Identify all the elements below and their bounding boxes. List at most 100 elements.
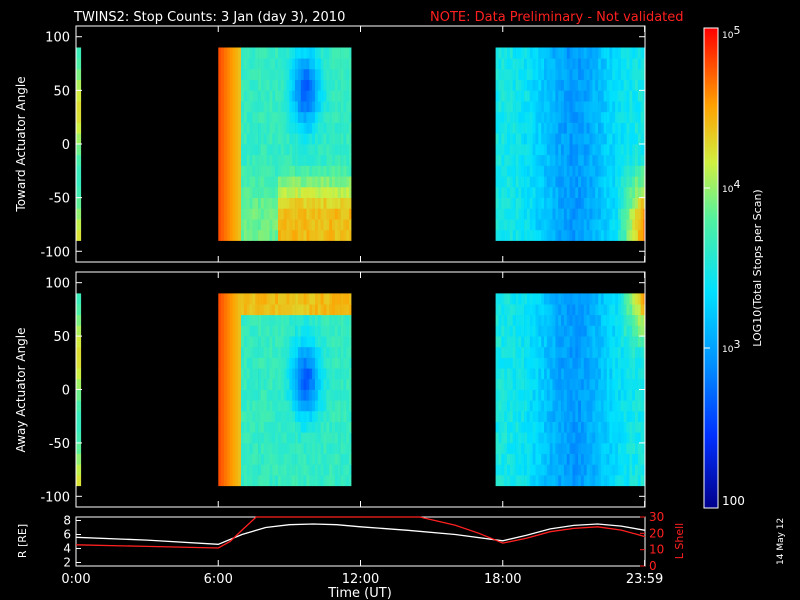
heatmap-cell	[515, 432, 519, 444]
heatmap-cell	[612, 357, 616, 369]
heatmap-cell	[249, 357, 253, 369]
heatmap-cell	[297, 368, 302, 380]
heatmap-cell	[315, 186, 319, 198]
heatmap-cell	[524, 68, 528, 80]
heatmap-cell	[552, 122, 556, 134]
heatmap-cell	[258, 400, 262, 412]
heatmap-cell	[317, 453, 321, 465]
heatmap-cell	[329, 325, 333, 337]
heatmap-cell	[615, 410, 619, 422]
heatmap-cell	[578, 68, 582, 80]
heatmap-cell	[524, 186, 528, 198]
heatmap-cell	[578, 453, 582, 465]
heatmap-cell	[306, 79, 310, 91]
heatmap-cell	[640, 186, 644, 198]
heatmap-cell	[629, 421, 633, 433]
heatmap-cell	[552, 410, 556, 422]
heatmap-cell	[266, 47, 270, 59]
heatmap-cell	[544, 421, 548, 433]
heatmap-cell	[541, 453, 545, 465]
heatmap-cell	[255, 442, 259, 454]
heatmap-cell	[501, 475, 505, 487]
heatmap-cell	[618, 432, 622, 444]
heatmap-cell	[552, 357, 556, 369]
heatmap-cell	[226, 421, 230, 433]
heatmap-cell	[620, 421, 624, 433]
heatmap-cell	[592, 208, 596, 220]
heatmap-cell	[552, 325, 556, 337]
heatmap-cell	[326, 186, 330, 198]
heatmap-cell	[309, 357, 313, 369]
heatmap-cell	[280, 154, 284, 166]
heatmap-cell	[269, 368, 273, 380]
heatmap-cell	[312, 101, 316, 113]
heatmap-cell	[283, 58, 287, 70]
heatmap-cell	[229, 122, 233, 134]
heatmap-cell	[535, 79, 539, 91]
heatmap-cell	[289, 47, 293, 59]
heatmap-cell	[629, 79, 633, 91]
heatmap-cell	[606, 368, 610, 380]
heatmap-cell	[280, 186, 284, 198]
heatmap-cell	[629, 197, 633, 209]
heatmap-cell	[592, 58, 596, 70]
heatmap-cell	[569, 90, 573, 102]
heatmap-cell	[563, 79, 568, 91]
heatmap-cell	[504, 314, 508, 326]
heatmap-cell	[289, 122, 293, 134]
heatmap-cell	[555, 304, 559, 316]
heatmap-cell	[289, 325, 293, 337]
heatmap-cell	[532, 368, 536, 380]
heatmap-cell	[504, 47, 508, 59]
heatmap-cell	[532, 400, 536, 412]
heatmap-cell	[229, 219, 233, 231]
heatmap-cell	[76, 133, 80, 145]
heatmap-cell	[501, 453, 505, 465]
heatmap-cell	[241, 442, 245, 454]
heatmap-cell	[507, 154, 511, 166]
heatmap-cell	[252, 101, 256, 113]
heatmap-cell	[243, 219, 248, 231]
heatmap-cell	[332, 464, 336, 476]
heatmap-cell	[349, 79, 352, 91]
heatmap-cell	[600, 197, 605, 209]
heatmap-cell	[303, 68, 307, 80]
heatmap-cell	[569, 58, 573, 70]
heatmap-cell	[629, 346, 633, 358]
heatmap-cell	[258, 368, 262, 380]
heatmap-cell	[320, 154, 324, 166]
heatmap-cell	[526, 293, 531, 305]
heatmap-cell	[538, 90, 542, 102]
heatmap-cell	[563, 176, 568, 188]
heatmap-cell	[337, 389, 341, 401]
heatmap-cell	[229, 197, 233, 209]
heatmap-cell	[343, 410, 347, 422]
heatmap-cell	[592, 165, 596, 177]
heatmap-cell	[589, 111, 593, 123]
heatmap-cell	[243, 378, 248, 390]
heatmap-cell	[549, 68, 553, 80]
heatmap-cell	[498, 229, 502, 241]
heatmap-cell	[269, 314, 273, 326]
heatmap-cell	[546, 410, 550, 422]
heatmap-cell	[218, 165, 222, 177]
heatmap-cell	[238, 304, 242, 316]
heatmap-cell	[255, 475, 259, 487]
heatmap-cell	[558, 400, 562, 412]
heatmap-cell	[78, 475, 82, 487]
heatmap-cell	[241, 229, 245, 241]
heatmap-cell	[258, 186, 262, 198]
heatmap-cell	[275, 133, 279, 145]
heatmap-cell	[518, 47, 522, 59]
heatmap-cell	[235, 229, 239, 241]
heatmap-cell	[337, 165, 341, 177]
heatmap-cell	[272, 90, 276, 102]
heatmap-cell	[317, 389, 321, 401]
heatmap-cell	[76, 47, 80, 59]
heatmap-cell	[269, 90, 273, 102]
heatmap-cell	[566, 144, 570, 156]
heatmap-cell	[501, 432, 505, 444]
heatmap-cell	[558, 421, 562, 433]
heatmap-cell	[309, 101, 313, 113]
heatmap-cell	[538, 79, 542, 91]
